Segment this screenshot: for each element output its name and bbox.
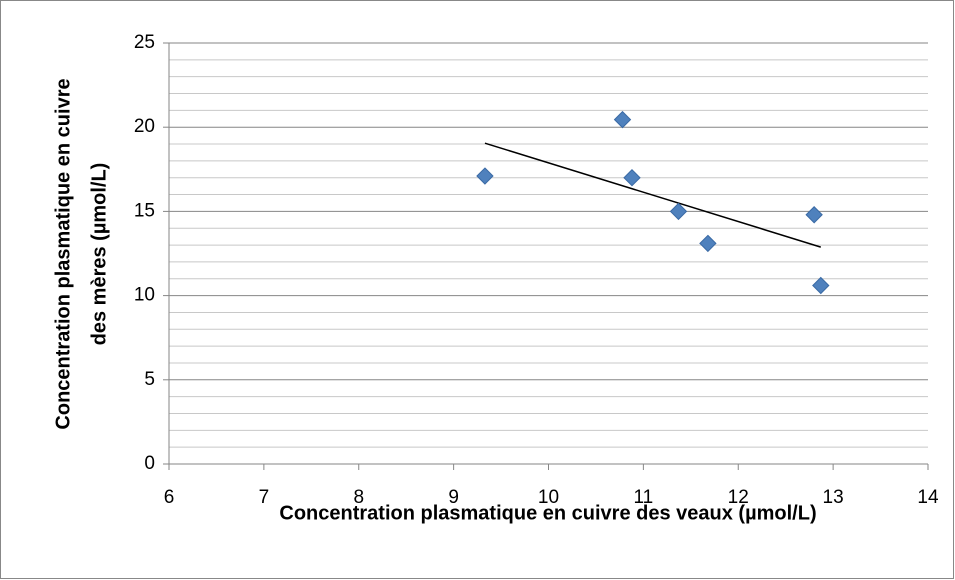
x-tick-label: 12 [728, 487, 749, 508]
data-point [613, 110, 632, 129]
y-axis-label-line: Concentration plasmatique en cuivre [52, 78, 74, 429]
x-tick-label: 8 [353, 487, 364, 508]
x-axis-label: Concentration plasmatique en cuivre des … [279, 502, 816, 524]
y-tick-label: 25 [134, 32, 155, 53]
x-tick-label: 10 [538, 487, 559, 508]
x-tick-label: 9 [448, 487, 459, 508]
x-tick-label: 14 [917, 487, 939, 508]
data-point [805, 206, 823, 224]
data-point [669, 202, 688, 221]
y-tick-label: 15 [134, 200, 155, 221]
data-point [699, 234, 717, 253]
x-tick-label: 11 [634, 487, 654, 508]
data-point [812, 276, 830, 295]
x-tick-label: 6 [164, 487, 175, 508]
data-point [623, 169, 641, 187]
data-point [476, 167, 494, 185]
y-tick-label: 0 [144, 453, 155, 474]
x-tick-label: 13 [823, 487, 844, 508]
y-tick-label: 20 [134, 116, 155, 137]
y-axis-label: Concentration plasmatique en cuivre des … [52, 78, 110, 429]
trendline [484, 142, 822, 248]
x-tick-label: 7 [259, 487, 270, 508]
y-tick-label: 5 [144, 369, 155, 390]
y-axis-label-line: des mères (µmol/L) [88, 163, 110, 346]
y-tick-label: 10 [134, 285, 155, 306]
